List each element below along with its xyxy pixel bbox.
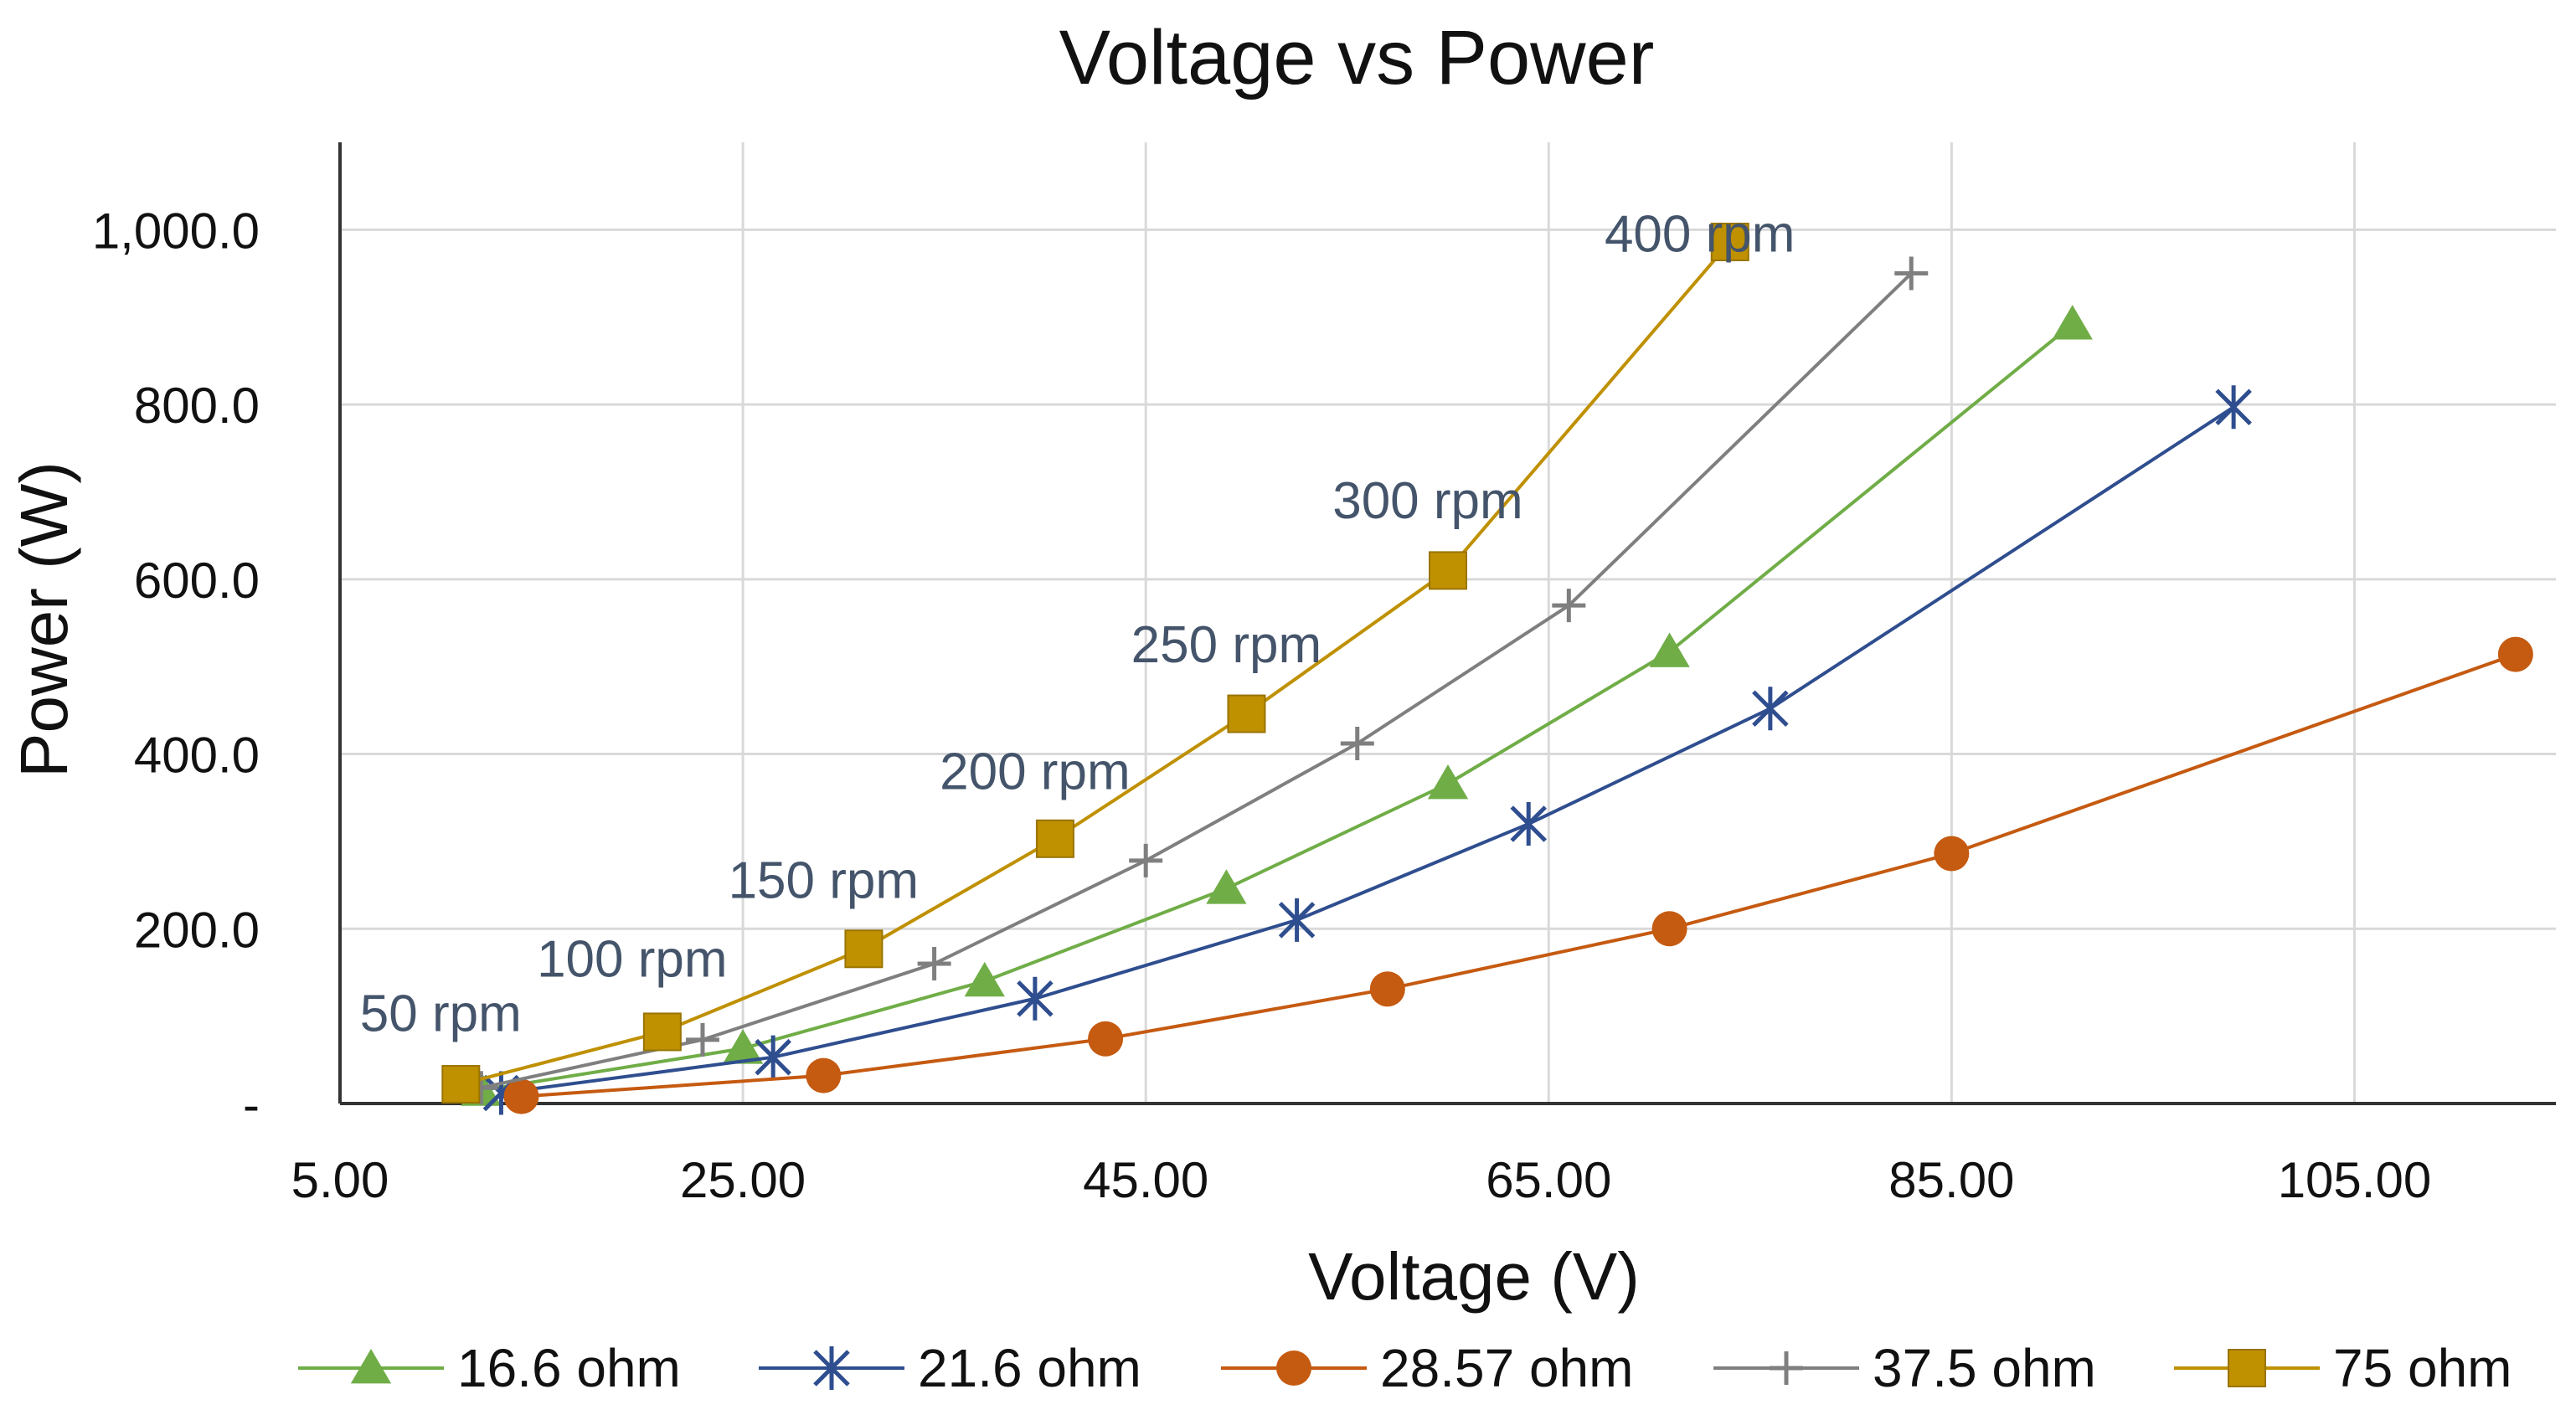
- data-point-16-6-ohm: [722, 1029, 764, 1064]
- data-point-75-ohm: [441, 1065, 481, 1104]
- x-tick-label: 45.00: [1083, 1152, 1208, 1208]
- x-tick-label: 65.00: [1486, 1152, 1611, 1208]
- rpm-label: 250 rpm: [1131, 616, 1321, 674]
- legend-label-28-57-ohm: 28.57 ohm: [1380, 1338, 1633, 1398]
- y-tick-label: 600.0: [134, 553, 260, 609]
- data-point-21-6-ohm: [1278, 898, 1316, 942]
- tick-labels: - 200.0 400.0 600.0 800.0 1,000.0 5.00 25.00 45.…: [92, 203, 2431, 1208]
- legend-label-37-5-ohm: 37.5 ohm: [1873, 1338, 2096, 1398]
- rpm-label: 150 rpm: [729, 852, 919, 910]
- y-tick-label: 1,000.0: [92, 203, 260, 259]
- data-point-75-ohm: [1710, 222, 1749, 261]
- series-16-6-ohm: [461, 305, 2093, 1106]
- data-point-37-5-ohm: [1340, 727, 1374, 761]
- legend-item-21-6-ohm: 21.6 ohm: [759, 1338, 1141, 1398]
- legend-item-75-ohm: 75 ohm: [2174, 1338, 2512, 1398]
- data-point-21-6-ohm: [2215, 385, 2252, 430]
- legend-marker-37-5-ohm: [1770, 1351, 1803, 1385]
- legend-marker-75-ohm: [2228, 1349, 2266, 1387]
- rpm-label: 100 rpm: [537, 931, 727, 989]
- rpm-label: 400 rpm: [1605, 205, 1795, 263]
- chart-title: Voltage vs Power: [1059, 15, 1655, 100]
- data-point-28-57-ohm: [1088, 1021, 1124, 1057]
- x-tick-label: 85.00: [1888, 1152, 2014, 1208]
- data-point-75-ohm: [642, 1012, 682, 1052]
- legend: 16.6 ohm 21.6 ohm 28.57 ohm 37.5 ohm 75 ohm: [298, 1338, 2512, 1398]
- rpm-label: 50 rpm: [360, 985, 522, 1042]
- x-tick-label: 5.00: [291, 1152, 389, 1208]
- data-point-16-6-ohm: [964, 961, 1005, 997]
- axes: [338, 142, 2556, 1105]
- legend-marker-28-57-ohm: [1276, 1351, 1311, 1386]
- data-point-37-5-ohm: [685, 1022, 719, 1057]
- data-point-28-57-ohm: [2497, 636, 2533, 672]
- data-point-28-57-ohm: [1934, 836, 1970, 872]
- data-point-21-6-ohm: [1017, 976, 1054, 1021]
- y-tick-label: 400.0: [134, 728, 260, 784]
- data-point-37-5-ohm: [1552, 589, 1586, 623]
- data-point-37-5-ohm: [1894, 256, 1929, 291]
- data-point-75-ohm: [844, 929, 884, 969]
- data-point-16-6-ohm: [2052, 305, 2093, 340]
- series-21-6-ohm: [482, 385, 2252, 1115]
- data-point-21-6-ohm: [1510, 802, 1547, 846]
- series-37-5-ohm: [464, 256, 1929, 1105]
- rpm-label: 200 rpm: [940, 743, 1130, 800]
- legend-label-16-6-ohm: 16.6 ohm: [457, 1338, 681, 1398]
- data-point-21-6-ohm: [1752, 687, 1789, 731]
- series-lines: [441, 222, 2533, 1115]
- data-point-37-5-ohm: [917, 947, 951, 981]
- legend-label-21-6-ohm: 21.6 ohm: [918, 1338, 1141, 1398]
- legend-item-37-5-ohm: 37.5 ohm: [1713, 1338, 2096, 1398]
- legend-marker-16-6-ohm: [350, 1349, 392, 1384]
- x-tick-label: 25.00: [680, 1152, 806, 1208]
- y-axis-title: Power (W): [7, 461, 81, 778]
- rpm-label: 300 rpm: [1332, 472, 1522, 530]
- y-tick-label: 800.0: [134, 378, 260, 434]
- legend-marker-21-6-ohm: [813, 1346, 850, 1390]
- data-point-16-6-ohm: [1649, 632, 1690, 667]
- x-tick-label: 105.00: [2278, 1152, 2432, 1208]
- data-point-75-ohm: [1227, 694, 1266, 733]
- data-point-75-ohm: [1429, 551, 1467, 590]
- y-tick-label: 200.0: [134, 902, 260, 958]
- data-point-37-5-ohm: [1129, 843, 1163, 877]
- legend-item-28-57-ohm: 28.57 ohm: [1221, 1338, 1633, 1398]
- data-point-75-ohm: [1035, 819, 1074, 858]
- legend-item-16-6-ohm: 16.6 ohm: [298, 1338, 681, 1398]
- data-point-28-57-ohm: [1651, 911, 1687, 947]
- data-point-16-6-ohm: [1206, 869, 1247, 904]
- series-28-57-ohm: [503, 636, 2533, 1114]
- data-point-28-57-ohm: [806, 1057, 842, 1093]
- data-point-16-6-ohm: [1427, 764, 1469, 800]
- series-75-ohm: [441, 222, 1749, 1104]
- data-point-28-57-ohm: [1369, 971, 1405, 1007]
- data-point-21-6-ohm: [755, 1035, 791, 1079]
- y-tick-label: -: [243, 1077, 260, 1133]
- data-point-28-57-ohm: [503, 1078, 539, 1114]
- legend-label-75-ohm: 75 ohm: [2333, 1338, 2512, 1398]
- x-axis-title: Voltage (V): [1308, 1239, 1640, 1314]
